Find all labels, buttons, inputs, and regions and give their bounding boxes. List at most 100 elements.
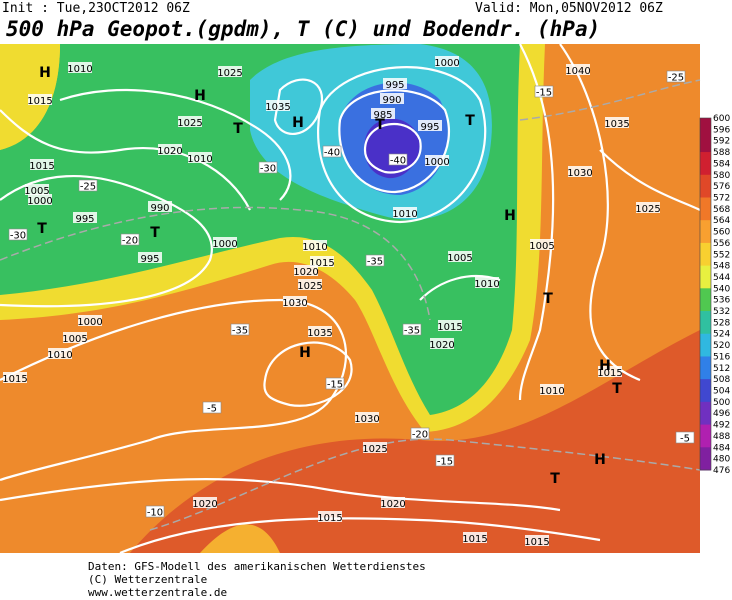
- colorbar-swatch: [700, 333, 711, 346]
- label-bg: [380, 93, 404, 104]
- colorbar-swatch: [700, 242, 711, 255]
- isobar-label: 1020: [192, 499, 217, 510]
- label-bg: [318, 511, 342, 522]
- temperature-label: -35: [367, 257, 383, 268]
- colorbar-swatch: [700, 390, 711, 403]
- temperature-label: -5: [207, 404, 217, 415]
- isobar-label: 1010: [474, 279, 499, 290]
- isobar-label: 985: [373, 110, 392, 121]
- label-bg: [158, 144, 182, 155]
- colorbar-swatch: [700, 276, 711, 289]
- colorbar-label: 540: [713, 284, 730, 294]
- colorbar-swatch: [700, 458, 711, 471]
- colorbar-swatch: [700, 208, 711, 221]
- pressure-center: T: [550, 471, 560, 487]
- temperature-label: -15: [536, 88, 552, 99]
- colorbar-swatch: [700, 152, 711, 164]
- colorbar-label: 484: [713, 443, 730, 453]
- colorbar-swatch: [700, 231, 711, 244]
- colorbar-swatch: [700, 163, 711, 176]
- isobar-label: 1015: [524, 537, 549, 548]
- pressure-center: T: [150, 225, 160, 241]
- label-bg: [525, 535, 549, 546]
- temp-label-bg: [8, 228, 28, 241]
- label-bg: [383, 78, 407, 89]
- temperature-label: -30: [10, 231, 26, 242]
- label-bg: [540, 384, 564, 395]
- temp-label-bg: [365, 254, 385, 267]
- label-bg: [568, 166, 592, 177]
- colorbar-label: 552: [713, 250, 730, 260]
- colorbar-label: 488: [713, 432, 730, 442]
- isobar-label: 1020: [293, 267, 318, 278]
- isobar-label: 1005: [24, 186, 49, 197]
- colorbar-swatch: [700, 379, 711, 392]
- colorbar-label: 504: [713, 387, 730, 397]
- colorbar-label: 556: [713, 239, 730, 249]
- colorbar-label: 580: [713, 171, 730, 181]
- isobar-label: 1010: [67, 64, 92, 75]
- isobar-label: 1015: [317, 513, 342, 524]
- colorbar-label: 592: [713, 137, 730, 147]
- pressure-center: H: [599, 358, 611, 374]
- label-bg: [430, 338, 454, 349]
- pressure-center: H: [299, 345, 311, 361]
- colorbar-label: 596: [713, 125, 730, 135]
- label-bg: [355, 412, 379, 423]
- footer-line: Daten: GFS-Modell des amerikanischen Wet…: [88, 560, 426, 573]
- label-bg: [636, 202, 660, 213]
- colorbar-label: 512: [713, 364, 730, 374]
- isobar-label: 995: [385, 80, 404, 91]
- colorbar-label: 480: [713, 455, 730, 465]
- isobar-label: 1000: [424, 157, 449, 168]
- colorbar-swatch: [700, 288, 711, 301]
- colorbar-swatch: [700, 197, 711, 210]
- pressure-center: H: [292, 115, 304, 131]
- label-bg: [193, 497, 217, 508]
- label-bg: [213, 237, 237, 248]
- temperature-label: -25: [668, 73, 684, 84]
- isobar-label: 1030: [567, 168, 592, 179]
- temp-label-bg: [325, 377, 345, 390]
- temperature-label: -15: [327, 380, 343, 391]
- isobar-label: 1005: [62, 334, 87, 345]
- temperature-label: -20: [122, 236, 138, 247]
- isobar-label: 1015: [597, 368, 622, 379]
- temp-label-bg: [258, 161, 278, 174]
- label-bg: [598, 366, 622, 377]
- label-bg: [73, 212, 97, 223]
- colorbar-label: 600: [713, 114, 730, 124]
- temperature-label: -5: [680, 434, 690, 445]
- colorbar-swatch: [700, 174, 711, 187]
- isobar-label: 1025: [362, 444, 387, 455]
- isobar-label: 1010: [302, 242, 327, 253]
- temp-label-bg: [78, 179, 98, 192]
- colorbar-label: 568: [713, 205, 730, 215]
- isobar-label: 1000: [212, 239, 237, 250]
- isobar-label: 995: [420, 122, 439, 133]
- isobar-label: 990: [382, 95, 401, 106]
- isobar-label: 1020: [380, 499, 405, 510]
- temp-label-bg: [402, 323, 422, 336]
- colorbar-swatch: [700, 118, 711, 130]
- isobar-label: 1020: [429, 340, 454, 351]
- colorbar-swatch: [700, 401, 711, 414]
- colorbar-swatch: [700, 356, 711, 369]
- isobar-label: 1010: [539, 386, 564, 397]
- temperature-label: -30: [260, 164, 276, 175]
- isobar-label: 1040: [565, 66, 590, 77]
- colorbar-swatch: [700, 265, 711, 278]
- label-bg: [530, 239, 554, 250]
- pressure-center: H: [594, 452, 606, 468]
- label-bg: [178, 116, 202, 127]
- label-bg: [283, 296, 307, 307]
- pressure-center: T: [612, 381, 622, 397]
- isobar-label: 1025: [297, 281, 322, 292]
- colorbar-swatch: [700, 367, 711, 380]
- label-bg: [425, 155, 449, 166]
- isobar-label: 1015: [29, 161, 54, 172]
- pressure-center: H: [194, 88, 206, 104]
- label-bg: [418, 120, 442, 131]
- isobar-label: 995: [140, 254, 159, 265]
- colorbar-swatch: [700, 435, 711, 448]
